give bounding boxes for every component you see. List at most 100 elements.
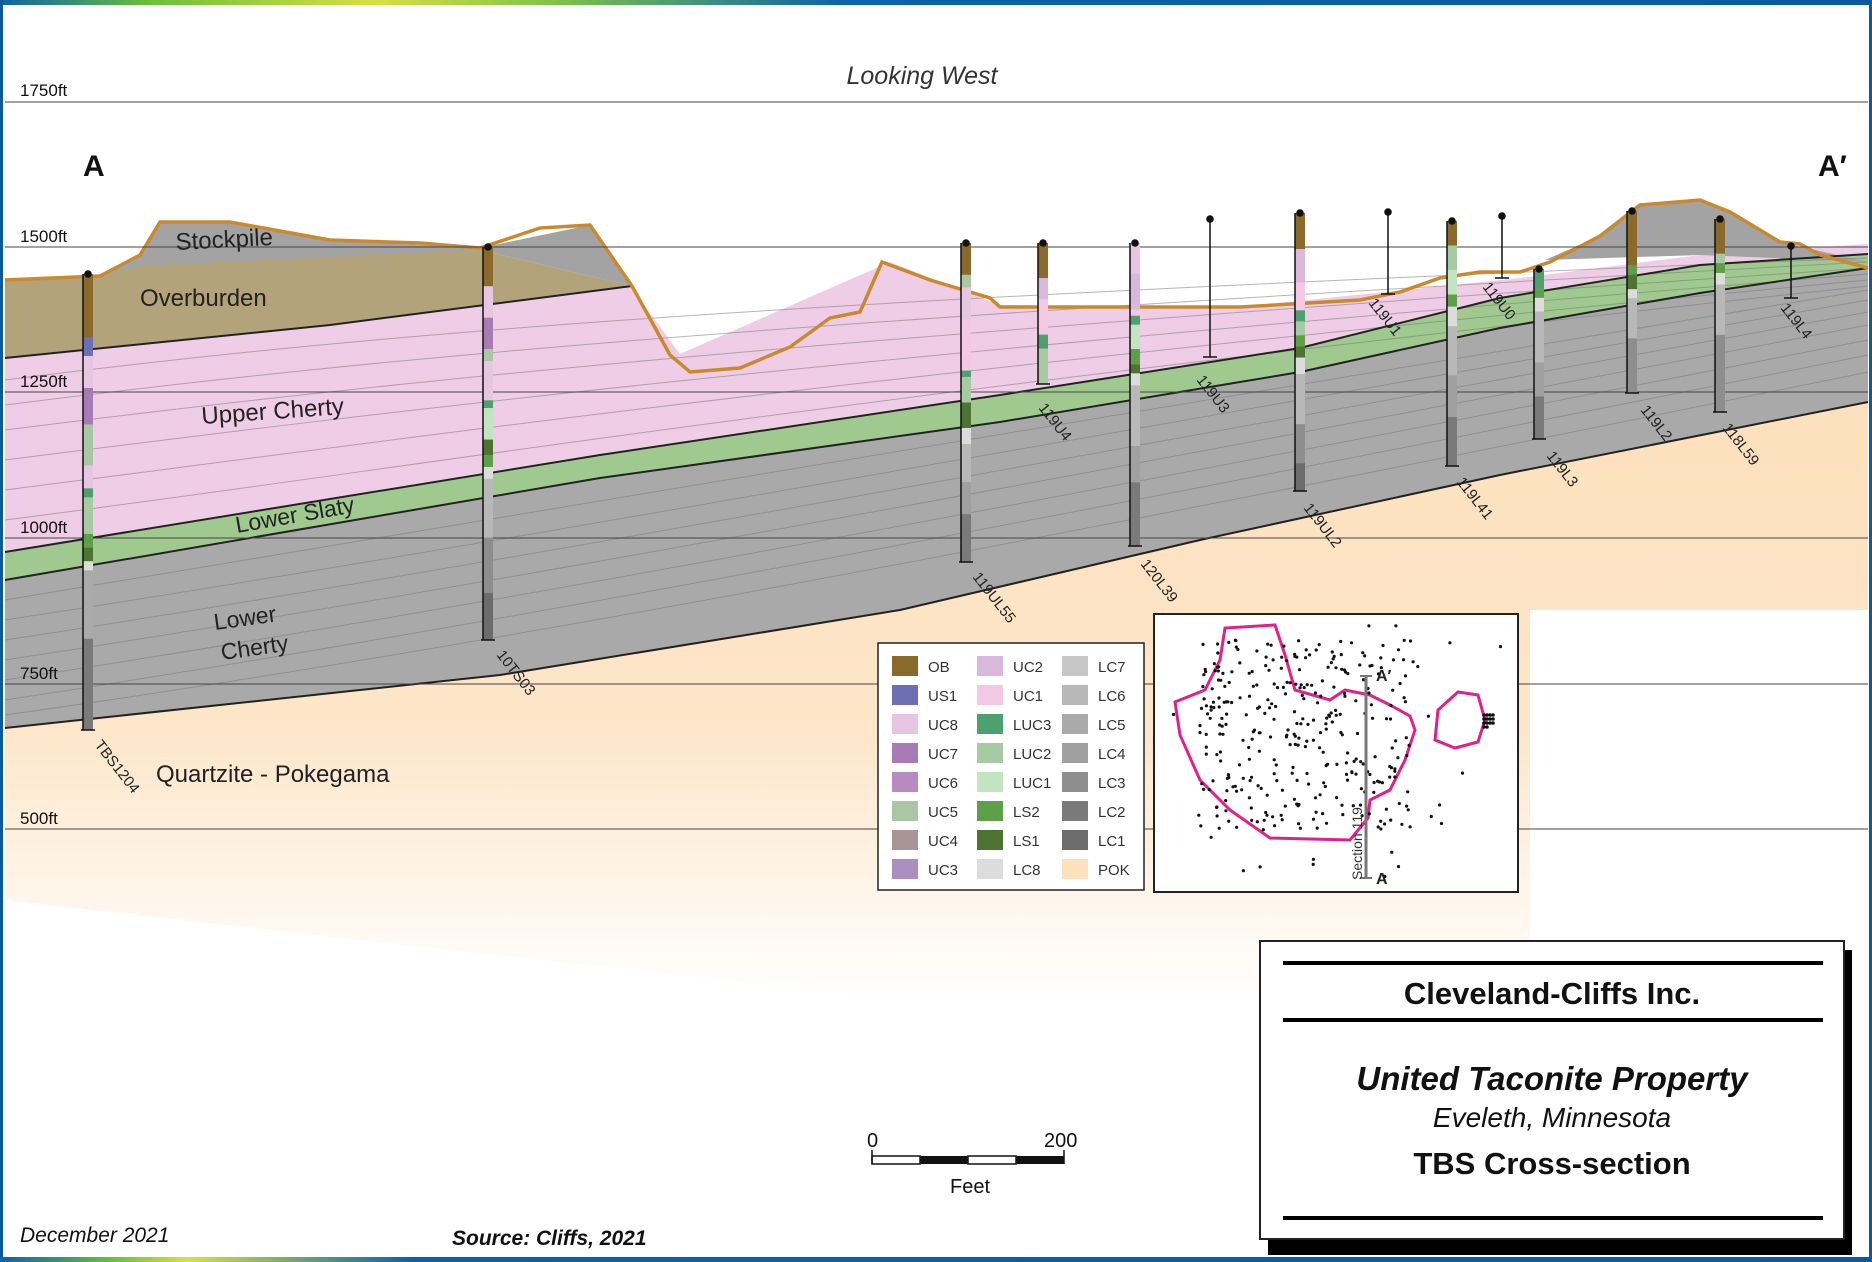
inset-drill-dot — [1438, 803, 1442, 807]
inset-drill-dot — [1401, 658, 1406, 662]
project-name: United Taconite Property — [1356, 1060, 1748, 1097]
interval-uc2 — [1130, 273, 1140, 310]
inset-drill-dot — [1326, 665, 1330, 669]
title-block: Cleveland-Cliffs Inc. United Taconite Pr… — [1259, 940, 1845, 1240]
inset-drill-dot — [1250, 737, 1254, 741]
interval-ls2 — [1295, 335, 1305, 347]
interval-lc6 — [1715, 284, 1725, 335]
inset-drill-dot — [1257, 731, 1261, 735]
title-rule-top — [1283, 961, 1823, 965]
inset-drill-dot — [1219, 678, 1223, 682]
inset-drill-dot — [1215, 814, 1219, 818]
legend: OB US1 UC8 UC7 UC6 UC5 UC4 UC3 UC2 UC1 LUC3 LUC2 LUC… — [877, 642, 1145, 891]
unit-stockpile-east — [1545, 200, 1868, 262]
inset-drill-dot — [1379, 656, 1383, 660]
interval-ob — [483, 247, 493, 287]
inset-drill-dot — [1238, 696, 1242, 700]
inset-drill-dot — [1197, 813, 1201, 817]
legend-label-uc1: UC1 — [1013, 688, 1043, 705]
hole-collar-marker — [484, 243, 492, 251]
interval-luc3 — [1130, 315, 1140, 325]
inset-drill-dot — [1384, 807, 1388, 811]
elevation-label-1250: 1250ft — [20, 372, 68, 391]
inset-drill-dot — [1429, 814, 1433, 819]
inset-drill-dot — [1406, 790, 1410, 794]
inset-drill-dot — [1224, 809, 1228, 813]
legend-label-luc3: LUC3 — [1013, 717, 1051, 734]
interval-luc2 — [961, 376, 971, 403]
hole-collar-marker — [1628, 207, 1636, 215]
inset-drill-dot — [1227, 819, 1231, 823]
inset-drill-dot — [1388, 775, 1392, 779]
inset-drill-dot — [1264, 810, 1268, 815]
inset-drill-dot — [1209, 835, 1213, 839]
inset-drill-dot — [1367, 812, 1371, 816]
inset-drill-dot — [1323, 784, 1327, 789]
inset-drill-dot — [1266, 642, 1270, 646]
footer-date: December 2021 — [20, 1224, 170, 1247]
interval-uc8 — [83, 356, 93, 388]
legend-label-uc5: UC5 — [928, 804, 958, 821]
inset-drill-dot — [1292, 797, 1296, 801]
inset-drill-dot — [1340, 667, 1344, 671]
footer-source: Source: Cliffs, 2021 — [452, 1227, 647, 1250]
legend-swatch-ls2 — [977, 801, 1003, 821]
inset-drill-dot — [1404, 736, 1408, 740]
interval-lc8 — [1447, 306, 1457, 327]
inset-drill-dot — [1402, 696, 1406, 700]
inset-drill-dot — [1373, 755, 1377, 759]
inset-drill-dot — [1295, 721, 1299, 726]
inset-drill-dot — [1235, 825, 1239, 829]
interval-uc1 — [961, 319, 971, 371]
inset-drill-dot — [1488, 717, 1492, 721]
inset-drill-dot — [1405, 754, 1409, 758]
inset-drill-dot — [1247, 671, 1251, 675]
interval-ls2 — [483, 455, 493, 468]
inset-drill-dot — [1263, 711, 1267, 716]
inset-drill-dot — [1247, 796, 1251, 800]
inset-drill-dot — [1354, 699, 1358, 703]
legend-swatch-lc3 — [1062, 772, 1088, 792]
inset-drill-dot — [1208, 716, 1212, 720]
interval-lc6 — [483, 478, 493, 538]
inset-drill-dot — [1302, 686, 1306, 690]
interval-lc1 — [483, 592, 493, 640]
hole-collar-marker — [1296, 209, 1304, 217]
topography-line — [4, 198, 1869, 374]
inset-drill-dot — [1233, 784, 1237, 788]
interval-ls2 — [83, 533, 93, 548]
interval-luc1 — [1130, 324, 1140, 350]
inset-drill-dot — [1199, 824, 1203, 828]
interval-ls1 — [83, 547, 93, 562]
interval-lc8 — [83, 561, 93, 571]
unit-upper-cherty — [5, 244, 1868, 552]
inset-drill-dot — [1298, 686, 1302, 690]
inset-drill-dot — [1275, 779, 1279, 783]
inset-drill-dot — [1359, 760, 1363, 764]
inset-drill-dot — [1352, 759, 1356, 764]
legend-swatch-lc5 — [1062, 714, 1088, 734]
inset-drill-dot — [1383, 822, 1387, 826]
elevation-label-1750: 1750ft — [20, 81, 68, 100]
inset-drill-dot — [1329, 661, 1333, 665]
inset-drill-dot — [1293, 742, 1297, 747]
inset-drill-dot — [1340, 803, 1344, 807]
inset-drill-dot — [1224, 722, 1228, 727]
legend-label-lc7: LC7 — [1098, 659, 1126, 676]
inset-drill-dot — [1293, 654, 1297, 659]
inset-drill-dot — [1439, 821, 1444, 826]
interval-luc2 — [1038, 348, 1048, 384]
inset-map: A′ A Section 119 — [1153, 613, 1519, 893]
inset-drill-dot — [1236, 647, 1240, 652]
inset-drill-dot — [1241, 869, 1245, 873]
inset-drill-dot — [1273, 824, 1277, 828]
interval-uc8 — [483, 286, 493, 318]
inset-drill-dot — [1250, 818, 1254, 822]
inset-drill-dot — [1247, 757, 1251, 761]
project-location: Eveleth, Minnesota — [1432, 1102, 1672, 1133]
inset-drill-dot — [1292, 732, 1296, 736]
inset-drill-dot — [1311, 718, 1316, 722]
label-stockpile: Stockpile — [175, 224, 274, 256]
legend-swatch-pok — [1062, 859, 1088, 879]
label-quartzite: Quartzite - Pokegama — [156, 761, 390, 788]
